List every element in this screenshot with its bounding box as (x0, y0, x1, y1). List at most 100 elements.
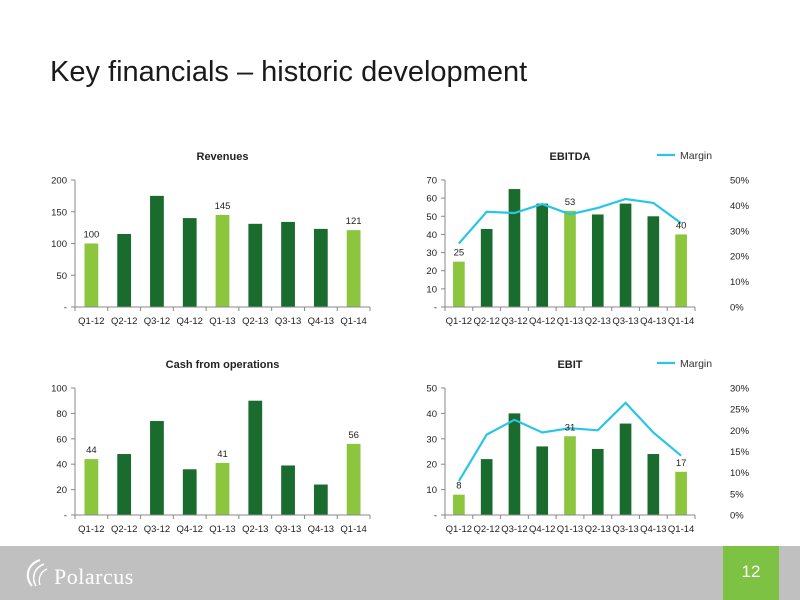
bar-q1-13 (215, 214, 230, 307)
y-tick-label: - (64, 303, 67, 314)
bar-q1-14 (675, 471, 687, 515)
y-tick-label: 60 (426, 194, 437, 205)
y-tick-label: 60 (56, 434, 67, 445)
y-tick-label: 80 (56, 409, 67, 420)
y-tick-label: - (434, 511, 437, 522)
y-tick-label: 30 (426, 248, 437, 259)
x-tick-label: Q2-12 (111, 316, 137, 327)
bar-q2-12 (117, 454, 132, 515)
y-tick-label: 150 (51, 207, 67, 218)
polarcus-logo: Polarcus (22, 556, 162, 592)
y-tick-label: 100 (51, 239, 67, 250)
data-label: 121 (346, 216, 362, 227)
data-label: 40 (676, 220, 687, 231)
bar-q3-13 (619, 423, 632, 515)
bar-q3-13 (281, 221, 295, 307)
x-tick-label: Q2-12 (473, 316, 499, 327)
y-tick-label: 50 (56, 271, 67, 282)
x-tick-label: Q4-13 (640, 316, 666, 327)
margin-line (457, 401, 682, 482)
y-tick-label: - (64, 511, 67, 522)
y2-tick-label: 0% (730, 511, 744, 522)
x-tick-label: Q1-13 (557, 316, 583, 327)
x-tick-label: Q3-12 (144, 316, 170, 327)
bar-q1-14 (346, 230, 361, 307)
y2-tick-label: 30% (730, 384, 750, 395)
x-tick-label: Q2-12 (473, 524, 499, 535)
y-tick-label: 50 (426, 212, 437, 223)
chart-title: EBIT (557, 359, 582, 371)
x-tick-label: Q1-13 (209, 524, 235, 535)
x-tick-label: Q2-13 (242, 316, 268, 327)
cash-from-operations-chart: Cash from operations - 20 40 60 80 100 Q1-12 Q2-… (51, 359, 371, 535)
x-tick-label: Q4-12 (529, 316, 555, 327)
chart-title: Revenues (197, 151, 249, 163)
x-tick-label: Q3-13 (275, 316, 301, 327)
x-tick-label: Q3-13 (612, 316, 638, 327)
x-tick-label: Q3-13 (612, 524, 638, 535)
y-tick-label: 50 (426, 384, 437, 395)
bar-q4-13 (313, 228, 328, 307)
y2-tick-label: 20% (730, 252, 750, 263)
bar-q4-13 (313, 484, 328, 515)
polarcus-logo-icon (26, 559, 48, 587)
y2-tick-label: 20% (730, 426, 750, 437)
x-tick-label: Q1-14 (340, 316, 366, 327)
data-label: 53 (565, 197, 576, 208)
page-number: 12 (741, 562, 761, 581)
y-tick-label: 20 (426, 266, 437, 277)
bar-q4-12 (536, 446, 549, 515)
bar-q4-13 (647, 216, 660, 307)
y-tick-label: 100 (51, 384, 67, 395)
x-tick-label: Q4-13 (640, 524, 666, 535)
data-label: 41 (217, 449, 228, 460)
x-tick-label: Q1-13 (209, 316, 235, 327)
bar-q3-13 (281, 465, 295, 515)
bar-q2-12 (117, 233, 132, 307)
x-tick-label: Q4-12 (177, 524, 203, 535)
x-tick-label: Q3-12 (501, 524, 527, 535)
bar-q1-14 (346, 443, 361, 515)
y-tick-label: 70 (426, 176, 437, 187)
y2-tick-label: 15% (730, 447, 750, 458)
legend-margin-label: Margin (680, 150, 712, 162)
x-tick-label: Q1-14 (340, 524, 366, 535)
page-number-box: 12 (723, 546, 779, 600)
x-tick-label: Q1-12 (78, 524, 104, 535)
bar-q2-13 (591, 214, 604, 307)
y-tick-label: 10 (426, 485, 437, 496)
y-tick-label: 30 (426, 434, 437, 445)
x-tick-label: Q2-12 (111, 524, 137, 535)
data-label: 145 (215, 201, 231, 212)
bar-q1-12 (84, 459, 99, 515)
y2-tick-label: 10% (730, 468, 750, 479)
slide-title: Key financials – historic development (50, 56, 528, 88)
bar-q1-12 (453, 261, 465, 307)
x-tick-label: Q3-12 (144, 524, 170, 535)
y-tick-label: 20 (426, 460, 437, 471)
bar-q3-12 (150, 195, 164, 307)
x-tick-label: Q1-12 (78, 316, 104, 327)
y2-tick-label: 5% (730, 489, 744, 500)
x-tick-label: Q2-13 (585, 524, 611, 535)
bar-q2-13 (248, 400, 263, 515)
bar-q4-12 (182, 469, 197, 515)
data-label: 8 (456, 481, 461, 492)
x-tick-label: Q1-14 (668, 316, 694, 327)
bar-q3-12 (150, 421, 164, 515)
ebit-chart: EBIT - 10 20 30 40 50 Q1-12 Q2-12 Q3-12 Q4-12 Q1-13… (426, 358, 750, 535)
y-tick-label: 10 (426, 284, 437, 295)
y-tick-label: 20 (56, 485, 67, 496)
x-tick-label: Q1-12 (446, 316, 472, 327)
data-label: 100 (83, 230, 99, 241)
data-label: 17 (676, 458, 687, 469)
y2-tick-label: 50% (730, 176, 750, 187)
y-tick-label: 40 (56, 460, 67, 471)
bar-q3-12 (508, 189, 521, 307)
bar-q1-14 (675, 234, 687, 307)
x-tick-label: Q2-13 (585, 316, 611, 327)
bar-q2-12 (480, 228, 493, 307)
chart-title: Cash from operations (166, 359, 280, 371)
y2-tick-label: 40% (730, 201, 750, 212)
